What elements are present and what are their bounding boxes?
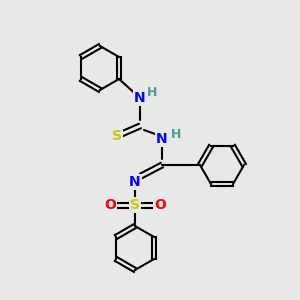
Text: H: H	[171, 128, 181, 142]
Text: O: O	[104, 198, 116, 212]
Text: S: S	[112, 129, 122, 143]
Text: N: N	[129, 175, 141, 189]
Text: O: O	[154, 198, 166, 212]
Text: S: S	[130, 198, 140, 212]
Text: H: H	[147, 86, 157, 100]
Text: N: N	[156, 132, 168, 146]
Text: N: N	[134, 91, 146, 105]
